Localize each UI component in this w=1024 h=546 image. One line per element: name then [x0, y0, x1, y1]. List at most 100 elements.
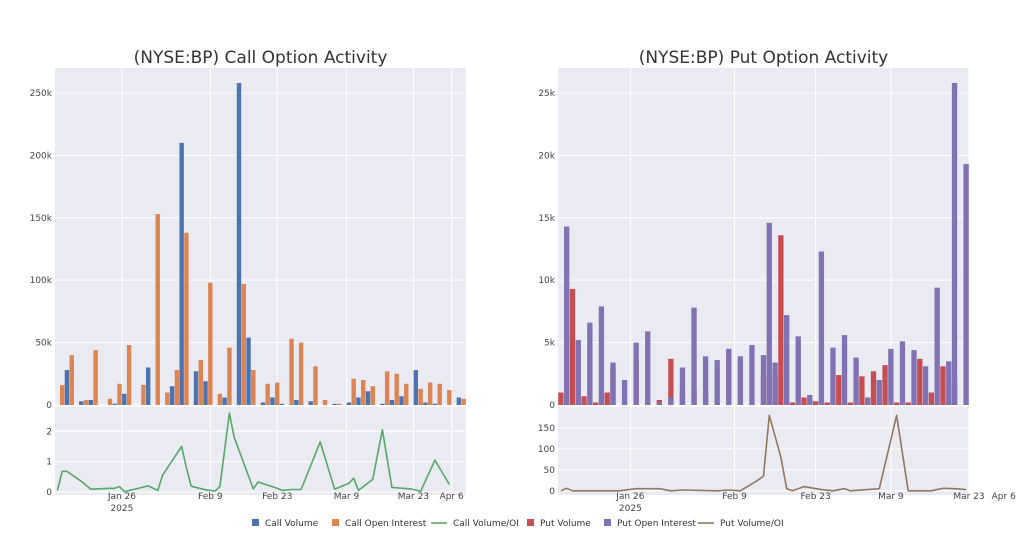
bar-call-open-interest	[117, 383, 122, 405]
ratio-y-tick-label: 0	[46, 488, 52, 498]
bar-call-volume	[112, 403, 117, 405]
bar-put-open-interest	[726, 348, 732, 405]
bar-put-open-interest	[865, 397, 871, 405]
bar-call-open-interest	[59, 385, 65, 405]
bar-call-open-interest	[93, 350, 98, 405]
bar-put-open-interest	[963, 164, 969, 405]
bar-put-volume	[917, 358, 923, 405]
bar-call-volume	[222, 397, 227, 405]
bar-call-open-interest	[427, 382, 433, 405]
y-tick-label: 20k	[538, 151, 555, 161]
bar-put-volume	[836, 375, 842, 405]
x-tick-label: Feb 23	[262, 492, 292, 502]
x-tick-label: Mar 23	[398, 492, 429, 502]
bar-call-volume	[236, 82, 242, 405]
bar-call-volume	[308, 401, 313, 405]
y-tick-label: 0	[549, 401, 555, 411]
bar-call-open-interest	[289, 338, 294, 405]
bar-call-volume	[413, 370, 419, 405]
y-tick-label: 250k	[30, 89, 53, 99]
bar-put-open-interest	[587, 322, 593, 405]
bar-call-volume	[260, 402, 266, 405]
call-option-panel: (NYSE:BP) Call Option Activity 0 50k 100k 15…	[30, 48, 466, 514]
bar-put-open-interest	[656, 402, 662, 405]
bar-call-volume	[389, 400, 395, 405]
bar-call-open-interest	[208, 282, 213, 405]
bar-put-open-interest	[783, 315, 790, 405]
legend-label: Call Open Interest	[345, 519, 427, 529]
bar-call-open-interest	[394, 373, 399, 405]
bar-put-volume	[812, 401, 819, 405]
bar-put-volume	[928, 392, 935, 405]
bar-call-open-interest	[107, 398, 113, 405]
bar-put-open-interest	[772, 362, 778, 405]
legend-label: Call Volume/OI	[453, 519, 519, 529]
bar-put-open-interest	[621, 380, 628, 405]
bar-put-volume	[558, 392, 564, 405]
bar-call-volume	[332, 403, 337, 405]
bar-put-open-interest	[795, 336, 801, 405]
legend-swatch	[604, 519, 611, 526]
bar-call-volume	[356, 397, 361, 405]
bar-call-open-interest	[198, 360, 203, 405]
y-tick-label: 150k	[30, 214, 53, 224]
legend-swatch	[252, 519, 259, 526]
bar-call-open-interest	[141, 385, 146, 405]
bar-call-open-interest	[265, 383, 270, 405]
legend-swatch	[332, 519, 339, 526]
ratio-line	[560, 414, 967, 492]
bar-call-volume	[456, 397, 462, 405]
chart-title: (NYSE:BP) Call Option Activity	[134, 48, 388, 68]
bar-put-volume	[824, 402, 830, 405]
bar-call-open-interest	[241, 283, 246, 405]
bar-call-volume	[88, 400, 94, 405]
x-tick-label: Jan 26	[615, 492, 644, 502]
bar-call-volume	[365, 391, 371, 405]
x-tick-label: Jan 26	[107, 492, 136, 502]
bar-call-open-interest	[174, 370, 180, 405]
y-tick-label: 100k	[30, 276, 53, 286]
bar-put-open-interest	[702, 356, 709, 405]
bar-put-open-interest	[853, 357, 859, 405]
main-plot-area	[558, 68, 969, 405]
bar-put-open-interest	[807, 395, 813, 405]
bar-call-open-interest	[165, 392, 170, 405]
bar-put-open-interest	[922, 366, 929, 405]
bar-call-open-interest	[298, 342, 304, 405]
bar-put-volume	[905, 402, 911, 405]
bar-put-open-interest	[951, 82, 958, 405]
bar-call-volume	[399, 396, 404, 405]
x-tick-label: Apr 6	[440, 492, 464, 502]
bar-call-volume	[193, 371, 199, 405]
bar-put-open-interest	[888, 348, 894, 405]
ratio-y-tick-label: 0	[549, 487, 555, 497]
bar-call-open-interest	[437, 383, 442, 405]
y-tick-label: 0	[46, 401, 52, 411]
bar-call-open-interest	[370, 386, 376, 405]
legend-label: Put Volume	[540, 519, 591, 529]
bar-call-open-interest	[184, 232, 189, 405]
bar-put-volume	[882, 365, 888, 405]
bar-put-open-interest	[737, 356, 744, 405]
bar-put-open-interest	[714, 360, 720, 405]
ratio-y-tick-label: 100	[538, 445, 555, 455]
bar-call-volume	[294, 400, 299, 405]
bar-call-volume	[145, 367, 151, 405]
bar-put-volume	[778, 235, 784, 405]
x-tick-year: 2025	[619, 504, 642, 514]
chart-title: (NYSE:BP) Put Option Activity	[639, 48, 888, 68]
y-tick-label: 200k	[30, 151, 53, 161]
bar-put-open-interest	[679, 367, 686, 405]
bar-call-open-interest	[322, 400, 328, 405]
bar-call-open-interest	[275, 382, 280, 405]
bar-put-volume	[870, 371, 877, 405]
bar-put-open-interest	[598, 306, 605, 405]
ratio-y-tick-label: 50	[544, 466, 556, 476]
bar-put-open-interest	[899, 341, 906, 405]
bar-call-open-interest	[404, 383, 409, 405]
ratio-line	[56, 412, 450, 493]
bar-put-open-interest	[610, 362, 616, 405]
x-tick-label: Mar 9	[334, 492, 360, 502]
bar-call-open-interest	[83, 400, 89, 405]
